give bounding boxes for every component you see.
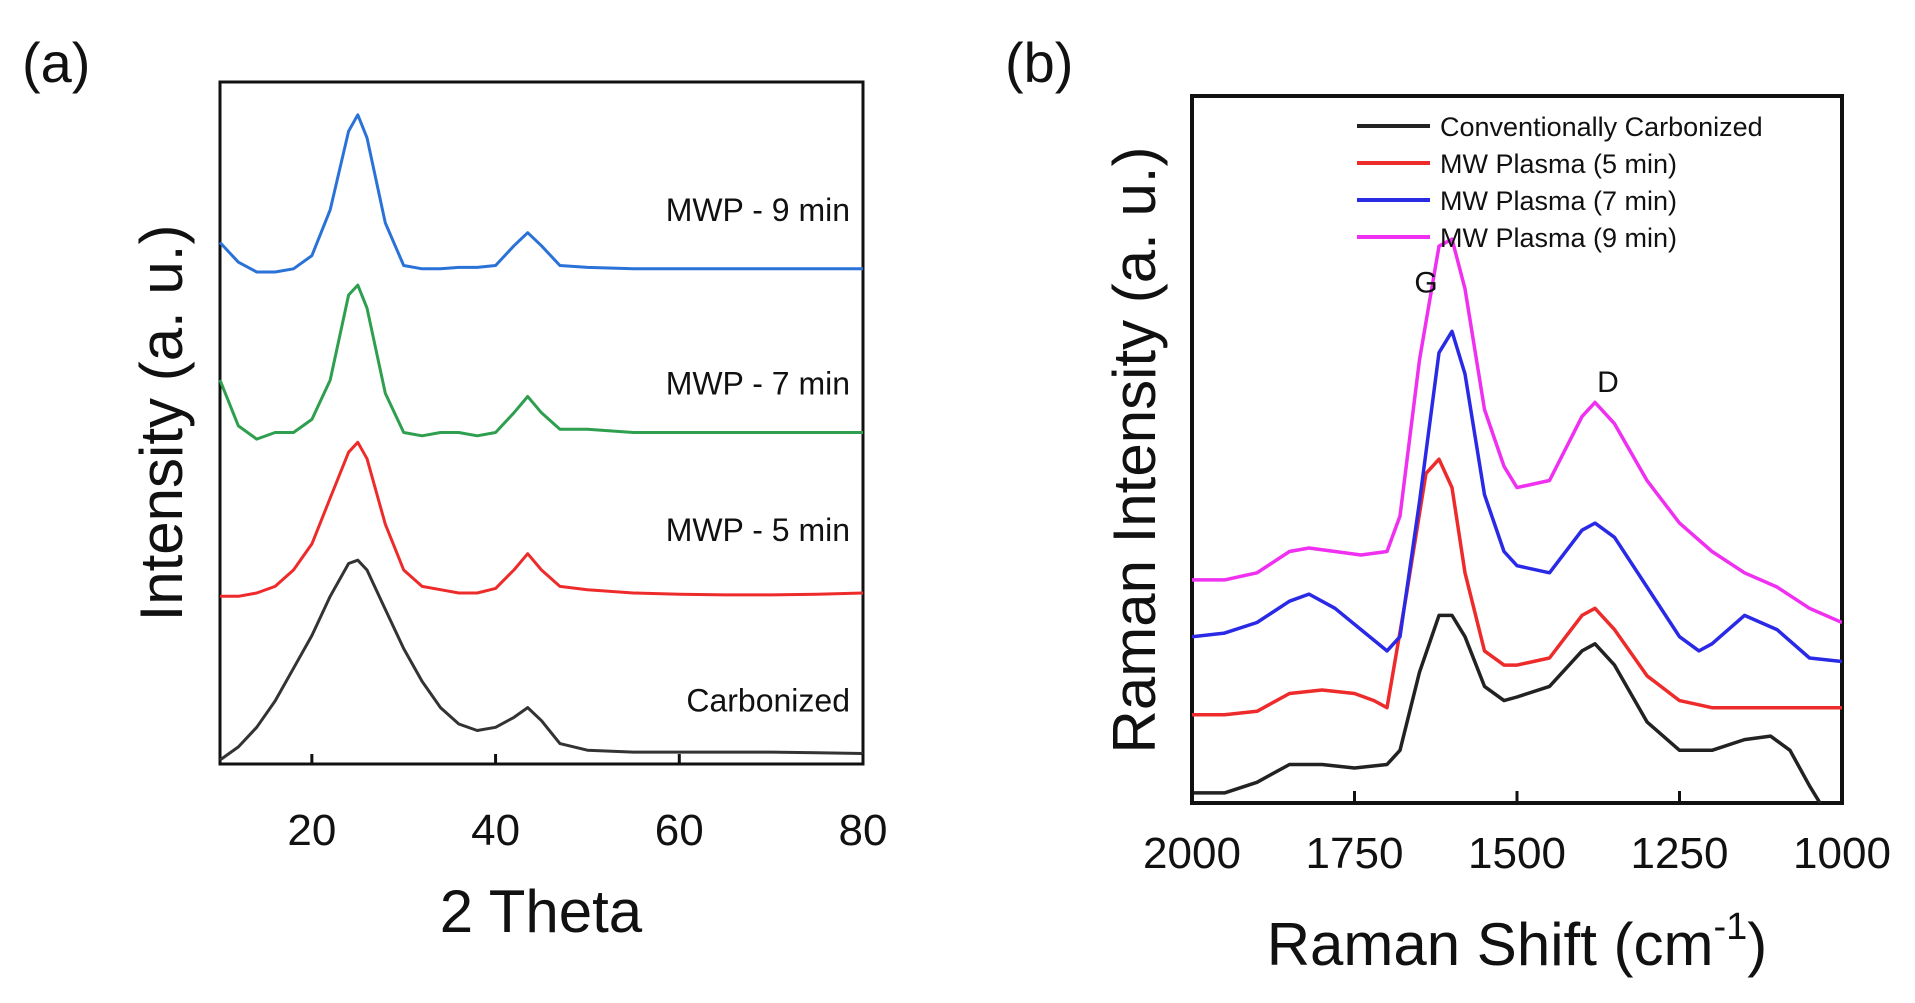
panel-a-x-ticks: 20 40 60 80 — [287, 754, 887, 855]
series-line-carbonized — [219, 558, 864, 762]
panel-a-x-axis-title: 2 Theta — [440, 878, 643, 945]
series-line-mw-plasma-9-min — [1192, 237, 1842, 625]
x-tick-label-1750: 1750 — [1306, 829, 1404, 878]
x-tick-label-1500: 1500 — [1468, 829, 1566, 878]
series-line-mw-plasma-5-min — [1192, 457, 1842, 717]
series-label-mwp-9-min: MWP - 9 min — [666, 192, 850, 228]
x-tick-label-20: 20 — [287, 806, 336, 855]
peak-label-g: G — [1414, 266, 1437, 299]
x-tick-label-1000: 1000 — [1793, 829, 1891, 878]
panel-b: (b) 2000 1750 1500 1250 1000 Conventionally … — [1005, 31, 1891, 978]
series-line-mw-plasma-7-min — [1192, 329, 1842, 664]
series-line-mwp-7-min — [218, 283, 863, 441]
panel-b-x-axis-title-main: Raman Shift (cm — [1267, 911, 1714, 978]
series-label-carbonized: Carbonized — [686, 683, 850, 719]
panel-a-frame — [218, 80, 865, 766]
panel-b-x-axis-title: Raman Shift (cm-1) — [1267, 906, 1768, 978]
x-tick-label-2000: 2000 — [1143, 829, 1241, 878]
panel-b-x-ticks: 2000 1750 1500 1250 1000 — [1143, 791, 1891, 878]
panel-a-label: (a) — [22, 31, 90, 94]
panel-b-x-axis-title-superscript: -1 — [1714, 906, 1748, 948]
panel-b-series-group — [1192, 237, 1842, 803]
legend-label-conventionally-carbonized: Conventionally Carbonized — [1440, 112, 1763, 142]
panel-a: (a) 20 40 60 80 Carbonized MWP - 5 min MWP - … — [22, 31, 887, 945]
legend-label-mw-plasma-9-min: MW Plasma (9 min) — [1440, 223, 1677, 253]
series-line-conventionally-carbonized — [1192, 613, 1823, 803]
panel-b-label: (b) — [1005, 31, 1073, 94]
panel-a-series-group — [218, 113, 864, 762]
series-label-mwp-5-min: MWP - 5 min — [666, 512, 850, 548]
x-tick-label-40: 40 — [471, 806, 520, 855]
series-line-mwp-9-min — [218, 113, 863, 274]
x-tick-label-80: 80 — [839, 806, 888, 855]
x-tick-label-1250: 1250 — [1631, 829, 1729, 878]
panel-b-legend: Conventionally Carbonized MW Plasma (5 mi… — [1357, 112, 1763, 253]
series-label-mwp-7-min: MWP - 7 min — [666, 366, 850, 402]
panel-a-y-axis-title: Intensity (a. u.) — [128, 225, 195, 622]
panel-a-series-labels: Carbonized MWP - 5 min MWP - 7 min MWP - 9 … — [666, 192, 850, 719]
panel-b-annotations: GD — [1414, 266, 1619, 398]
panel-b-y-axis-title: Raman Intensity (a. u.) — [1101, 147, 1168, 754]
legend-label-mw-plasma-7-min: MW Plasma (7 min) — [1440, 186, 1677, 216]
x-tick-label-60: 60 — [655, 806, 704, 855]
legend-label-mw-plasma-5-min: MW Plasma (5 min) — [1440, 149, 1677, 179]
panel-b-x-axis-title-close: ) — [1747, 911, 1767, 978]
peak-label-d: D — [1597, 366, 1619, 399]
series-line-mwp-5-min — [220, 440, 864, 598]
